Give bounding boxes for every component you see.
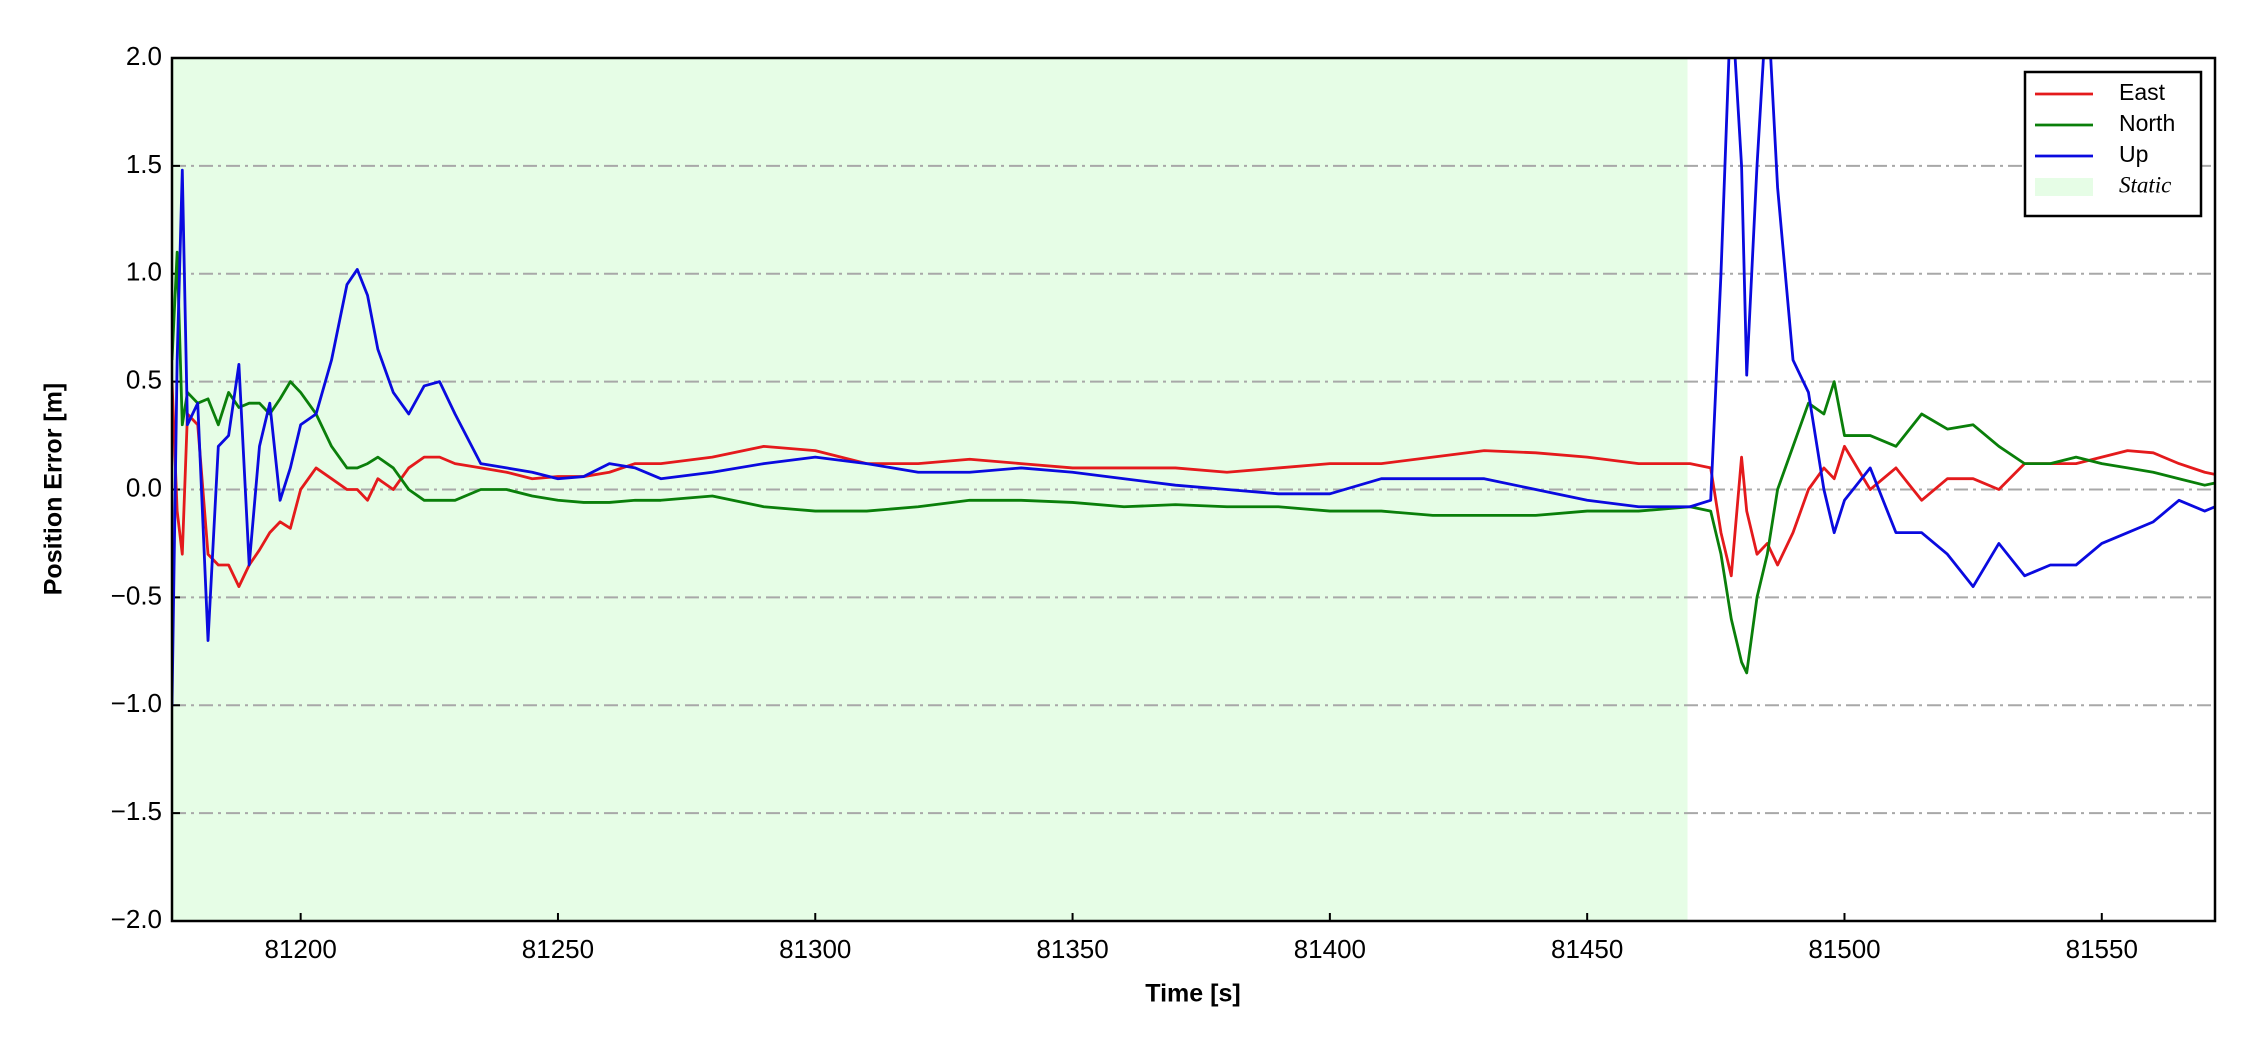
x-tick-label: 81200 xyxy=(264,934,336,964)
x-tick-label: 81450 xyxy=(1551,934,1623,964)
y-tick-label: 1.5 xyxy=(126,149,162,179)
y-tick-label: −2.0 xyxy=(111,904,162,934)
y-tick-label: 0.0 xyxy=(126,472,162,502)
legend-label: Static xyxy=(2119,172,2171,197)
legend-label: East xyxy=(2119,79,2166,105)
x-tick-label: 81400 xyxy=(1294,934,1366,964)
legend-label: North xyxy=(2119,110,2175,136)
x-tick-label: 81250 xyxy=(522,934,594,964)
y-tick-label: 2.0 xyxy=(126,41,162,71)
x-tick-label: 81300 xyxy=(779,934,851,964)
plot-lines xyxy=(172,58,2215,706)
y-tick-label: 0.5 xyxy=(126,365,162,395)
y-tick-label: −1.5 xyxy=(111,796,162,826)
x-tick-label: 81550 xyxy=(2066,934,2138,964)
x-tick-label: 81350 xyxy=(1036,934,1108,964)
series-line xyxy=(172,381,2215,588)
y-tick-label: 1.0 xyxy=(126,257,162,287)
y-axis-label: Position Error [m] xyxy=(40,383,68,596)
series-line xyxy=(172,58,2215,706)
plot-frame xyxy=(170,56,2217,923)
x-tick-label: 81500 xyxy=(1808,934,1880,964)
series-line xyxy=(172,250,2215,675)
legend-label: Up xyxy=(2119,141,2148,167)
x-axis-label: Time [s] xyxy=(1145,980,1240,1008)
y-tick-label: −0.5 xyxy=(111,580,162,610)
y-tick-label: −1.0 xyxy=(111,688,162,718)
legend: East North Up Static xyxy=(2023,70,2203,218)
legend-swatch xyxy=(2035,178,2093,196)
